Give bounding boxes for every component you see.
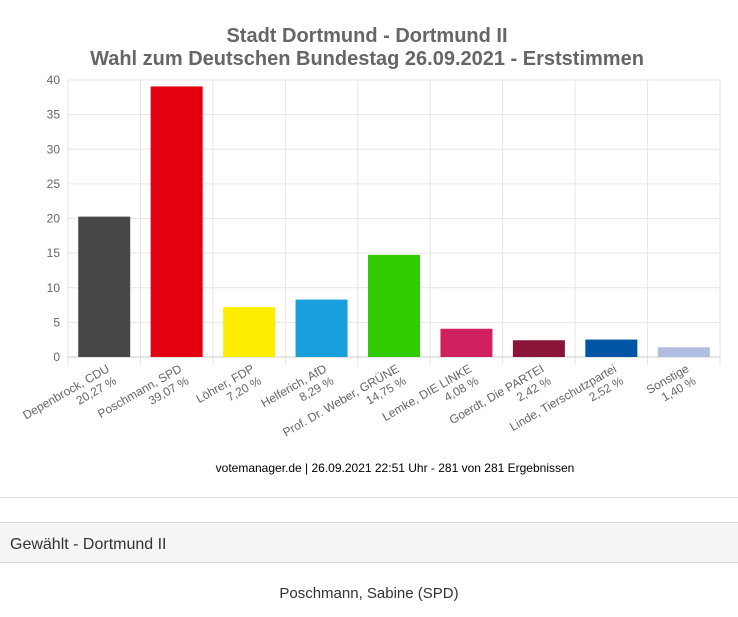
y-tick-label: 25 [47,177,61,191]
bar [150,86,203,357]
chart-subtitle: Wahl zum Deutschen Bundestag 26.09.2021 … [90,48,644,70]
bar [223,307,276,357]
divider [0,497,738,498]
y-tick-label: 0 [53,350,60,364]
bar [585,339,638,357]
bar-chart: Stadt Dortmund - Dortmund II Wahl zum De… [20,25,721,440]
y-tick-label: 15 [47,246,61,260]
y-tick-label: 35 [47,108,61,122]
bar [295,299,348,357]
elected-candidate: Poschmann, Sabine (SPD) [279,585,459,602]
bar [512,340,565,357]
y-tick-label: 20 [47,212,61,226]
y-tick-label: 10 [47,281,61,295]
y-tick-label: 40 [47,73,61,87]
x-tick-label: Löhrer, FDP7,20 % [194,361,264,418]
elected-panel-header: Gewählt - Dortmund II [0,522,738,563]
bar [78,216,131,357]
chart-title: Stadt Dortmund - Dortmund II [226,25,507,47]
y-tick-label: 30 [47,142,61,156]
bar [657,347,710,357]
x-tick-label: Sonstige1,40 % [644,361,699,409]
y-tick-label: 5 [53,315,60,329]
category-name: Prof. Dr. Weber, GRÜNE [280,361,401,439]
x-tick-label: Depenbrock, CDU20,27 % [20,361,119,434]
bar [368,254,420,357]
bar [440,328,493,357]
source-note: votemanager.de | 26.09.2021 22:51 Uhr - … [215,461,575,475]
